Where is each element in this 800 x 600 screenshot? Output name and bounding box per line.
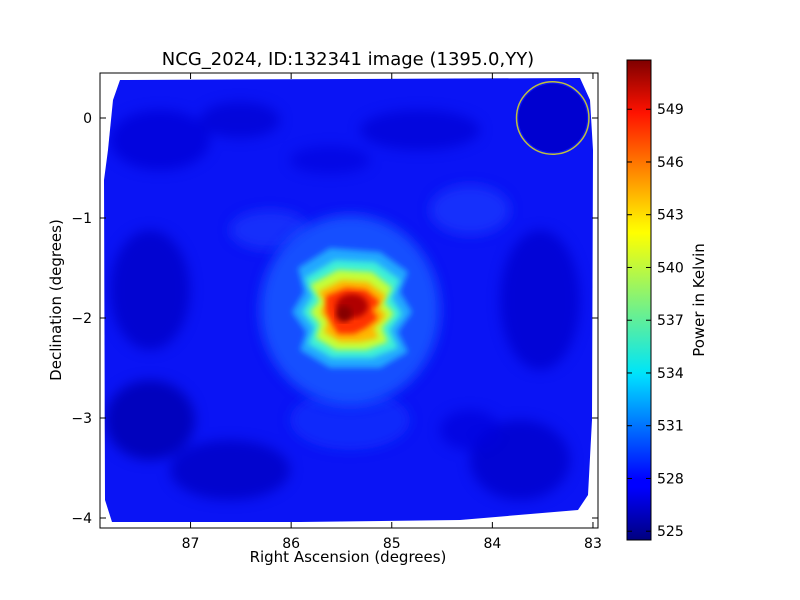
colorbar-tick-label: 534 [657, 366, 684, 382]
colorbar-tick-label: 543 [657, 208, 684, 224]
colorbar-label: Power in Kelvin [690, 243, 708, 357]
x-tick-label: 86 [282, 536, 300, 552]
x-tick-label: 87 [182, 536, 200, 552]
colorbar-tick-label: 531 [657, 419, 684, 435]
source-emission [260, 215, 440, 405]
y-tick-label: −4 [71, 511, 92, 527]
x-axis: 87 86 85 84 83 [182, 73, 602, 552]
colorbar-tick-label: 525 [657, 524, 684, 540]
chart-title: NCG_2024, ID:132341 image (1395.0,YY) [162, 49, 534, 70]
colorbar-tick-label: 528 [657, 471, 684, 487]
heatmap-image [104, 78, 593, 522]
colorbar-tick-label: 549 [657, 102, 684, 118]
colorbar-ticks: 525 528 531 534 537 540 543 546 549 [627, 102, 684, 540]
beam-circle [518, 83, 587, 153]
x-tick-label: 84 [483, 536, 501, 552]
y-axis: 0 −1 −2 −3 −4 [71, 111, 598, 527]
y-axis-label: Declination (degrees) [47, 219, 65, 381]
colorbar-tick-label: 537 [657, 313, 684, 329]
y-tick-label: 0 [83, 111, 92, 127]
colorbar-tick-label: 540 [657, 260, 684, 276]
beam-circle-outline [515, 81, 590, 155]
colorbar-gradient [626, 59, 652, 541]
colorbar: 525 528 531 534 537 540 543 546 549 Power in Kel… [626, 59, 708, 541]
x-tick-label: 83 [584, 536, 602, 552]
x-tick-label: 85 [383, 536, 401, 552]
y-tick-label: −3 [71, 411, 92, 427]
x-axis-label: Right Ascension (degrees) [250, 548, 447, 566]
heatmap-noise [105, 102, 580, 500]
y-tick-label: −1 [71, 211, 92, 227]
y-tick-label: −2 [71, 311, 92, 327]
plot-frame [99, 72, 599, 529]
colorbar-tick-label: 546 [657, 155, 684, 171]
